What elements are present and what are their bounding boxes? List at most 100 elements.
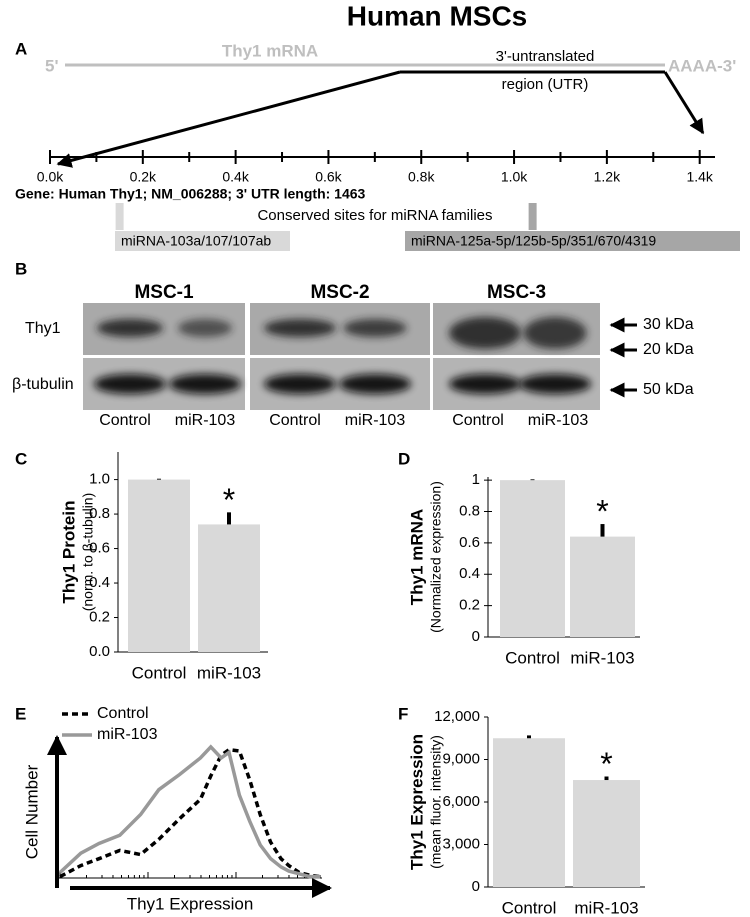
x-tick-label: Control <box>505 648 560 667</box>
y-tick-label: 0.4 <box>459 565 480 582</box>
x-tick-label: miR-103 <box>574 898 638 917</box>
panel-label: E <box>15 704 26 723</box>
bar <box>500 480 565 637</box>
x-tick-label: 1.0k <box>501 169 528 185</box>
y-tick-label: 0 <box>472 628 480 645</box>
panel-label: A <box>15 39 27 58</box>
mrna-label: Thy1 mRNA <box>222 41 318 60</box>
y-label: Thy1 Expression <box>407 734 426 870</box>
band <box>519 374 591 394</box>
band <box>169 374 241 394</box>
y-label: Thy1 Protein <box>59 501 78 604</box>
row-label: β-tubulin <box>12 376 74 393</box>
x-tick-label: 0.6k <box>315 169 342 185</box>
significance: * <box>596 494 608 530</box>
sites-caption: Conserved sites for miRNA families <box>257 207 492 224</box>
y-tick-label: 0.6 <box>89 540 110 557</box>
marker-label: 50 kDa <box>643 381 694 398</box>
band <box>523 317 587 349</box>
panel-label: B <box>15 259 27 278</box>
y-label: Thy1 mRNA <box>407 509 426 605</box>
row-label: Thy1 <box>25 320 61 337</box>
x-tick-label: 0.4k <box>222 169 249 185</box>
gene-info: Gene: Human Thy1; NM_006288; 3' UTR leng… <box>15 186 366 202</box>
marker-label: 30 kDa <box>643 316 694 333</box>
y-sublabel: (mean fluor. intensity) <box>428 735 444 869</box>
y-tick-label: 9,000 <box>442 750 480 767</box>
lane-label: Control <box>452 412 504 429</box>
panel-label: C <box>15 449 27 468</box>
y-tick-label: 0.6 <box>459 534 480 551</box>
x-tick-label: 1.2k <box>594 169 621 185</box>
bar <box>493 738 565 887</box>
significance: * <box>600 746 612 782</box>
y-sublabel: (Normalized expression) <box>428 481 444 633</box>
y-sublabel: (norm. to β-tubulin) <box>80 493 96 612</box>
five-prime: 5' <box>45 56 59 75</box>
y-tick-label: 0 <box>472 878 480 895</box>
y-tick-label: 3,000 <box>442 835 480 852</box>
bar <box>573 780 640 887</box>
y-tick-label: 0.8 <box>89 505 110 522</box>
utr-label: 3'-untranslated <box>496 48 595 65</box>
significance: * <box>223 482 235 518</box>
band <box>343 319 407 337</box>
y-tick-label: 1 <box>472 471 480 488</box>
y-tick-label: 0.4 <box>89 574 110 591</box>
site-box <box>405 231 740 251</box>
y-tick-label: 1.0 <box>89 471 110 488</box>
band <box>178 319 232 337</box>
zoom-arrow <box>56 70 401 168</box>
group-label: MSC-3 <box>487 282 546 303</box>
lane-label: Control <box>269 412 321 429</box>
band <box>264 374 336 394</box>
x-tick-label: miR-103 <box>197 663 261 682</box>
site-marker <box>115 203 124 230</box>
x-tick-label: 0.8k <box>408 169 435 185</box>
x-tick-label: 0.2k <box>130 169 157 185</box>
figure-title: Human MSCs <box>347 0 527 31</box>
bar <box>570 536 635 637</box>
lane-label: Control <box>99 412 151 429</box>
y-tick-label: 0.0 <box>89 643 110 660</box>
lane-label: miR-103 <box>175 412 236 429</box>
y-tick-label: 0.2 <box>459 597 480 614</box>
y-tick-label: 0.2 <box>89 608 110 625</box>
lane-label: miR-103 <box>528 412 589 429</box>
marker-label: 20 kDa <box>643 341 694 358</box>
y-label: Cell Number <box>22 764 41 859</box>
utr-label: region (UTR) <box>502 76 589 93</box>
legend-label: miR-103 <box>97 726 158 743</box>
histogram-line <box>59 747 321 879</box>
band <box>97 319 163 337</box>
x-tick-label: 1.4k <box>686 169 713 185</box>
x-tick-label: Control <box>502 898 557 917</box>
band <box>94 374 166 394</box>
band <box>339 374 411 394</box>
panel-label: F <box>398 704 408 723</box>
site-marker <box>528 203 537 230</box>
band <box>449 317 521 349</box>
bar <box>198 524 260 652</box>
bar <box>128 479 190 652</box>
histogram-line <box>58 744 320 879</box>
band <box>264 319 336 337</box>
group-label: MSC-2 <box>310 282 369 303</box>
site-name: miRNA-125a-5p/125b-5p/351/670/4319 <box>411 233 656 249</box>
y-tick-label: 12,000 <box>434 708 480 725</box>
zoom-arrow <box>663 71 705 135</box>
y-tick-label: 0.8 <box>459 502 480 519</box>
site-name: miRNA-103a/107/107ab <box>121 233 271 249</box>
y-tick-label: 6,000 <box>442 793 480 810</box>
legend-label: Control <box>97 705 149 722</box>
x-tick-label: Control <box>132 663 187 682</box>
lane-label: miR-103 <box>345 412 406 429</box>
group-label: MSC-1 <box>134 282 194 303</box>
band <box>449 374 521 394</box>
x-label: Thy1 Expression <box>127 894 254 913</box>
x-tick-label: 0.0k <box>37 169 64 185</box>
x-tick-label: miR-103 <box>570 648 634 667</box>
